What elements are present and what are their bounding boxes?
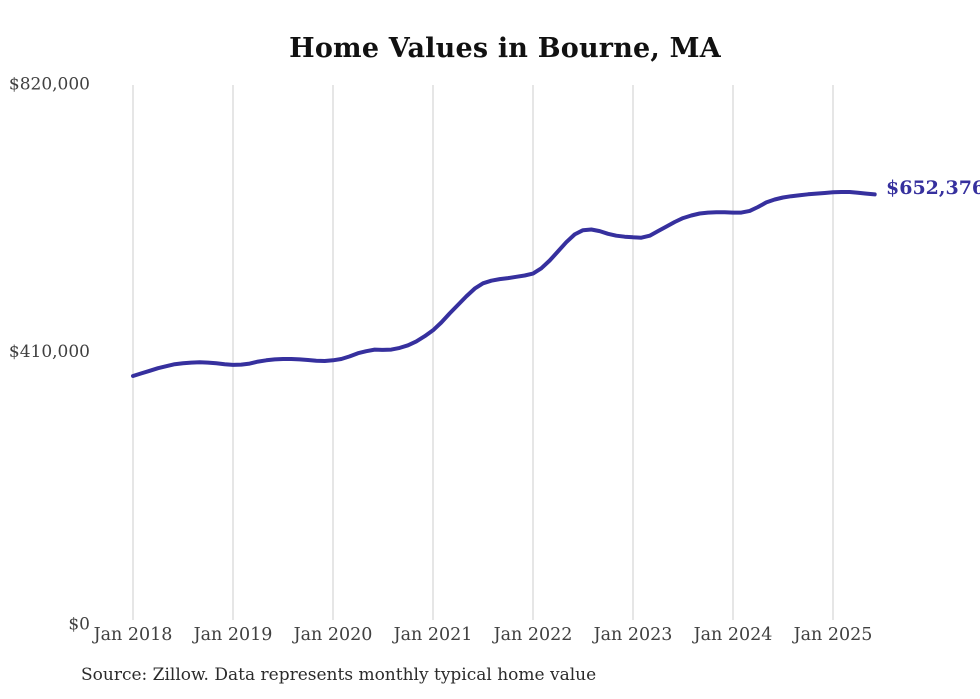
x-axis-tick-label: Jan 2024 <box>692 625 773 645</box>
x-axis-tick-label: Jan 2019 <box>192 625 273 645</box>
source-note: Source: Zillow. Data represents monthly … <box>81 665 597 685</box>
x-axis-tick-label: Jan 2020 <box>292 625 373 645</box>
current-value-label: $652,376 <box>886 177 980 199</box>
home-value-series-line <box>131 190 877 378</box>
x-axis-tick-label: Jan 2023 <box>592 625 673 645</box>
y-axis-tick-label: $410,000 <box>9 342 90 362</box>
y-axis-tick-label: $0 <box>68 615 90 635</box>
chart-title: Home Values in Bourne, MA <box>289 33 721 64</box>
y-axis-tick-label: $820,000 <box>9 75 90 95</box>
x-axis-tick-label: Jan 2018 <box>92 625 173 645</box>
x-axis-tick-label: Jan 2025 <box>792 625 873 645</box>
x-axis-tick-label: Jan 2022 <box>492 625 573 645</box>
x-axis-tick-label: Jan 2021 <box>392 625 473 645</box>
